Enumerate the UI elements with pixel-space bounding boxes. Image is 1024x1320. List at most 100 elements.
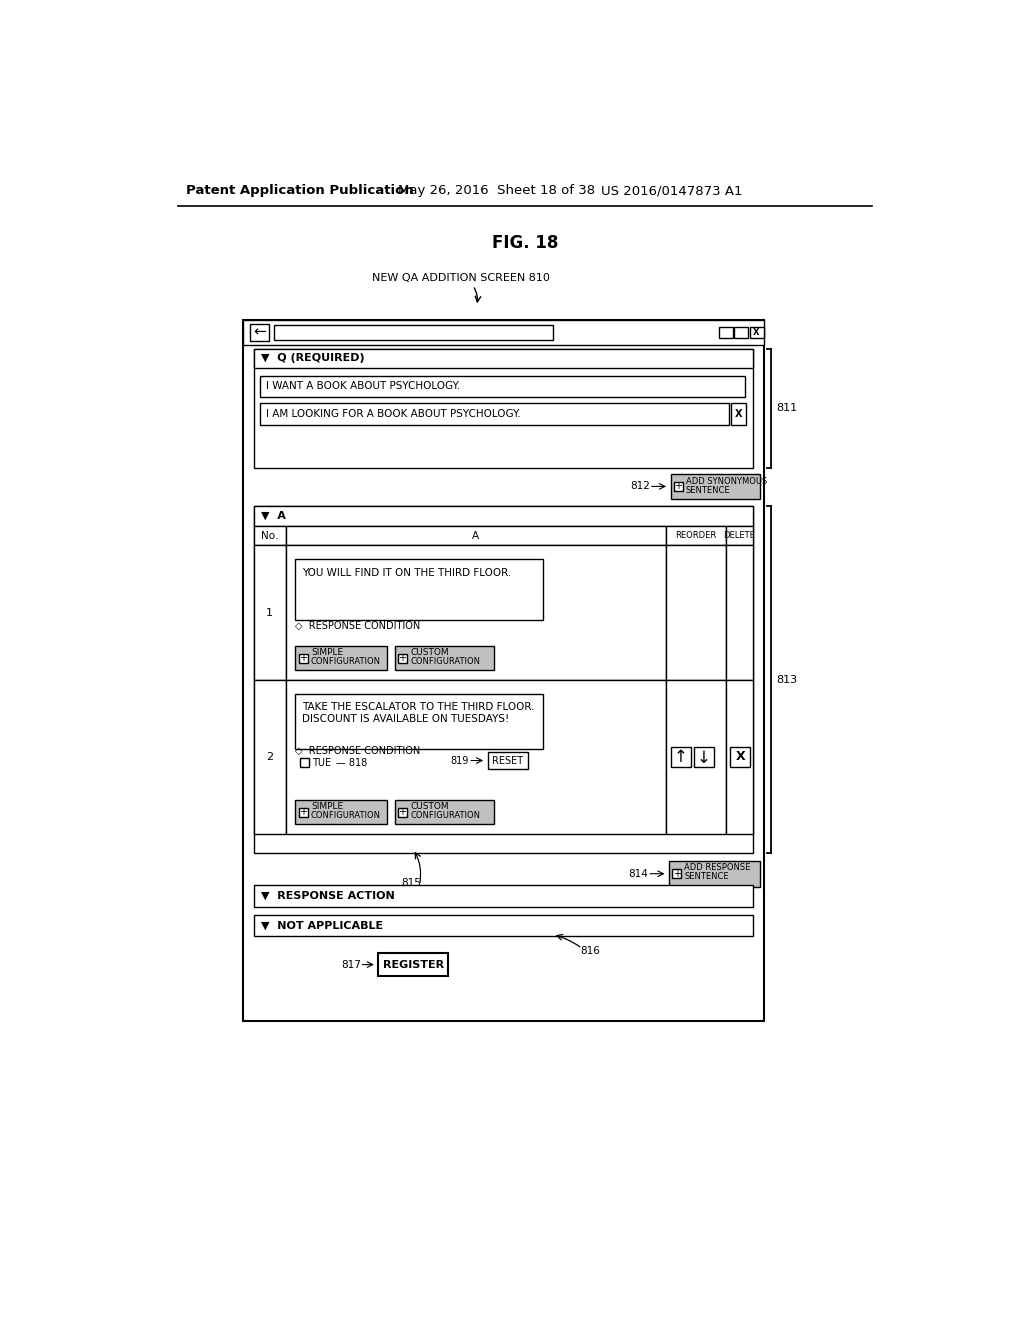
Text: ▼  NOT APPLICABLE: ▼ NOT APPLICABLE — [261, 920, 383, 931]
Bar — [286, 680, 666, 834]
Text: +: + — [398, 653, 407, 663]
Text: +: + — [398, 807, 407, 817]
Bar — [260, 376, 744, 397]
Bar — [397, 653, 407, 663]
Text: 812: 812 — [630, 482, 650, 491]
Bar — [260, 404, 729, 425]
Bar — [726, 545, 753, 680]
Bar — [397, 808, 407, 817]
Text: CUSTOM: CUSTOM — [410, 648, 449, 657]
Bar — [730, 747, 751, 767]
Bar — [295, 800, 387, 825]
Bar — [286, 545, 666, 680]
Text: DISCOUNT IS AVAILABLE ON TUESDAYS!: DISCOUNT IS AVAILABLE ON TUESDAYS! — [302, 714, 509, 723]
Bar — [300, 758, 309, 767]
Bar — [254, 348, 753, 469]
Text: ADD RESPONSE: ADD RESPONSE — [684, 863, 751, 873]
Text: SIMPLE: SIMPLE — [311, 803, 343, 812]
Text: 813: 813 — [776, 675, 797, 685]
Bar — [299, 808, 308, 817]
Bar — [672, 869, 681, 878]
Bar — [726, 525, 753, 545]
Bar — [666, 680, 726, 834]
Text: +: + — [299, 807, 307, 817]
Text: CONFIGURATION: CONFIGURATION — [311, 810, 381, 820]
Text: ▼  Q (REQUIRED): ▼ Q (REQUIRED) — [261, 352, 365, 363]
Bar — [254, 915, 753, 936]
Bar — [299, 653, 308, 663]
Bar — [693, 747, 714, 767]
Bar — [394, 645, 494, 671]
Text: ↓: ↓ — [697, 748, 711, 767]
Bar — [243, 321, 764, 1020]
Text: REGISTER: REGISTER — [383, 960, 443, 970]
Bar — [254, 886, 753, 907]
Bar — [254, 525, 286, 545]
Text: 814: 814 — [629, 869, 648, 879]
Bar — [671, 474, 760, 499]
Text: CONFIGURATION: CONFIGURATION — [410, 810, 480, 820]
Bar — [666, 545, 726, 680]
Bar — [254, 545, 286, 680]
Text: Patent Application Publication: Patent Application Publication — [186, 185, 414, 197]
Text: SENTENCE: SENTENCE — [684, 873, 729, 882]
Text: NEW QA ADDITION SCREEN 810: NEW QA ADDITION SCREEN 810 — [373, 273, 550, 282]
Bar — [251, 323, 269, 341]
Text: +: + — [673, 869, 681, 879]
Text: CONFIGURATION: CONFIGURATION — [311, 657, 381, 665]
Text: X: X — [735, 409, 742, 418]
Text: 2: 2 — [266, 751, 273, 762]
Bar — [719, 326, 732, 338]
Bar — [674, 482, 683, 491]
Bar — [254, 348, 753, 368]
Text: 1: 1 — [266, 607, 273, 618]
Bar — [243, 321, 764, 345]
Bar — [254, 680, 286, 834]
Bar — [487, 752, 528, 770]
Text: — 818: — 818 — [336, 758, 367, 768]
Text: US 2016/0147873 A1: US 2016/0147873 A1 — [601, 185, 742, 197]
Text: No.: No. — [261, 531, 279, 541]
Text: 816: 816 — [580, 946, 600, 957]
Text: May 26, 2016  Sheet 18 of 38: May 26, 2016 Sheet 18 of 38 — [397, 185, 595, 197]
Text: ▼  A: ▼ A — [261, 511, 286, 520]
Bar — [273, 325, 553, 341]
Text: ADD SYNONYMOUS: ADD SYNONYMOUS — [686, 477, 767, 486]
Text: ◇  RESPONSE CONDITION: ◇ RESPONSE CONDITION — [295, 746, 421, 755]
Text: TUE: TUE — [312, 758, 332, 768]
Bar — [286, 525, 666, 545]
Text: ↑: ↑ — [674, 748, 687, 767]
Bar — [295, 645, 387, 671]
Text: I AM LOOKING FOR A BOOK ABOUT PSYCHOLOGY.: I AM LOOKING FOR A BOOK ABOUT PSYCHOLOGY… — [266, 409, 520, 418]
Text: TAKE THE ESCALATOR TO THE THIRD FLOOR.: TAKE THE ESCALATOR TO THE THIRD FLOOR. — [302, 702, 535, 713]
Bar — [666, 525, 726, 545]
Bar — [254, 507, 753, 525]
Text: FIG. 18: FIG. 18 — [492, 234, 558, 252]
Bar — [750, 326, 764, 338]
Text: REORDER: REORDER — [676, 531, 717, 540]
Text: X: X — [754, 329, 760, 338]
Bar — [726, 680, 753, 834]
Bar — [734, 326, 748, 338]
Text: YOU WILL FIND IT ON THE THIRD FLOOR.: YOU WILL FIND IT ON THE THIRD FLOOR. — [302, 568, 511, 578]
Text: +: + — [299, 653, 307, 663]
Text: 819: 819 — [451, 755, 469, 766]
Bar — [671, 747, 690, 767]
Text: RESET: RESET — [493, 755, 523, 766]
Text: 811: 811 — [776, 404, 797, 413]
Text: SENTENCE: SENTENCE — [686, 486, 731, 495]
Text: CUSTOM: CUSTOM — [410, 803, 449, 812]
Bar — [669, 861, 761, 887]
Text: 817: 817 — [341, 960, 361, 970]
Text: X: X — [735, 750, 745, 763]
Text: ←: ← — [253, 325, 266, 341]
Bar — [254, 507, 753, 853]
Bar — [378, 953, 449, 977]
Text: 815: 815 — [401, 878, 422, 888]
Text: SIMPLE: SIMPLE — [311, 648, 343, 657]
Bar — [731, 404, 746, 425]
Text: CONFIGURATION: CONFIGURATION — [410, 657, 480, 665]
Text: +: + — [674, 482, 682, 491]
Text: DELETE: DELETE — [724, 531, 756, 540]
Text: A: A — [472, 531, 479, 541]
